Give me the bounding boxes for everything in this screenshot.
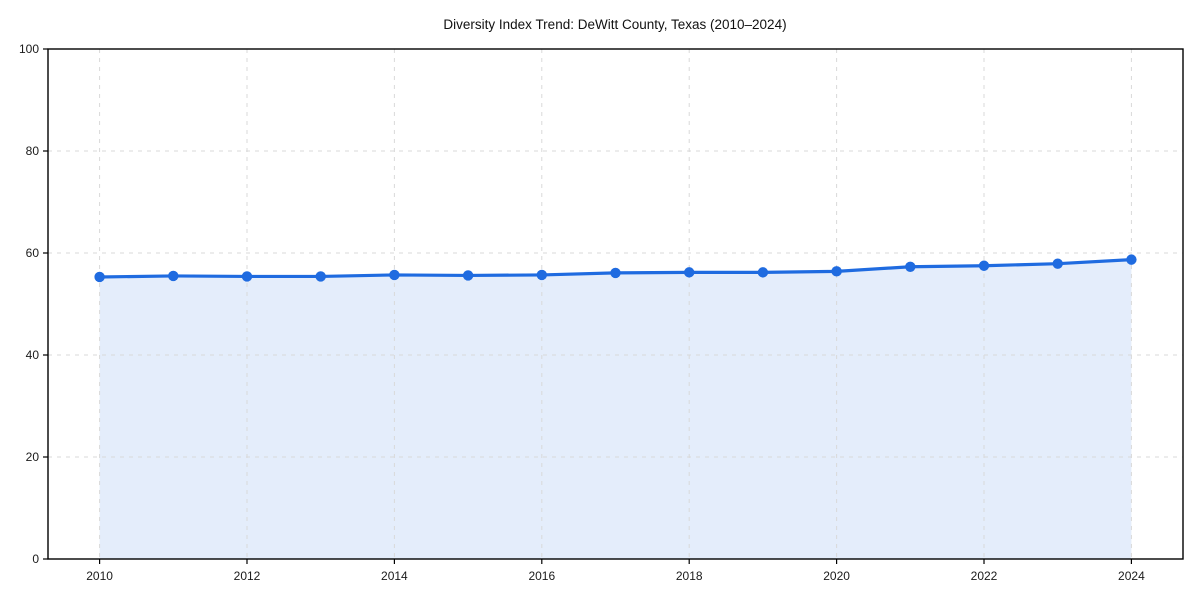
x-tick-label: 2020 xyxy=(823,569,850,583)
data-point xyxy=(1126,254,1137,265)
plot-area: 2010 2012 2014 2016 2018 2020 2022 2024 0 20 40 60 8… xyxy=(19,42,1184,583)
x-tick-label: 2018 xyxy=(676,569,703,583)
y-tick-label: 80 xyxy=(26,144,40,158)
x-tick-label: 2024 xyxy=(1118,569,1145,583)
data-point xyxy=(389,269,400,281)
x-tick-label: 2016 xyxy=(528,569,555,583)
data-point xyxy=(536,269,547,281)
data-point xyxy=(757,267,769,278)
y-tick-label: 40 xyxy=(26,348,40,362)
y-tick-label: 0 xyxy=(32,552,39,566)
data-point xyxy=(241,271,253,282)
data-point xyxy=(1052,258,1063,269)
data-point xyxy=(905,261,916,272)
y-tick-label: 100 xyxy=(19,42,39,56)
x-tick-label: 2014 xyxy=(381,569,408,583)
data-point xyxy=(831,266,842,277)
data-point xyxy=(978,260,990,271)
x-tick-label: 2012 xyxy=(234,569,261,583)
data-point xyxy=(94,271,105,283)
data-point xyxy=(168,270,179,282)
area-fill xyxy=(99,259,1132,559)
y-tick-label: 60 xyxy=(26,246,40,260)
y-tick-label: 20 xyxy=(26,450,40,464)
data-point xyxy=(462,270,474,281)
x-tick-label: 2010 xyxy=(86,569,113,583)
data-point xyxy=(684,267,695,278)
data-point xyxy=(315,271,326,282)
axis-frame xyxy=(47,48,1184,560)
chart-title: Diversity Index Trend: DeWitt County, Te… xyxy=(443,17,786,32)
x-tick-label: 2022 xyxy=(971,569,998,583)
data-point xyxy=(610,267,621,279)
